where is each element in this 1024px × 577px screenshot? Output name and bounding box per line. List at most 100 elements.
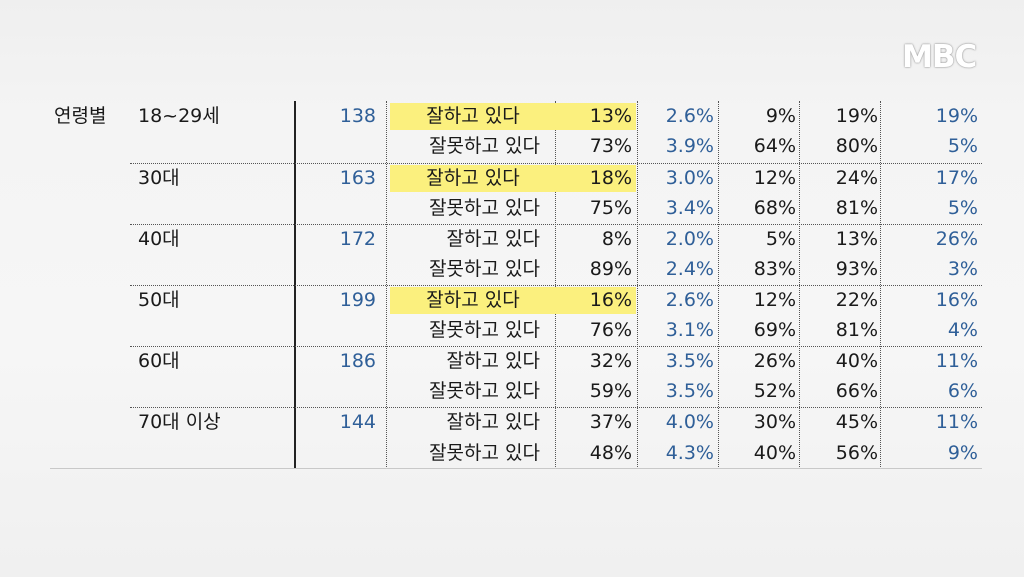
table-row: 70대 이상 144 잘하고 있다 37% 4.0% 30% 45% 11%: [0, 407, 1024, 437]
percentage-value: 89%: [589, 258, 632, 280]
lower-bound-value: 12%: [753, 289, 796, 311]
percentage-value: 73%: [589, 135, 632, 157]
answer-label: 잘못하고 있다: [429, 380, 540, 402]
sample-size: 172: [339, 228, 376, 250]
lower-bound-value: 26%: [753, 350, 796, 372]
highlight-band: [390, 287, 636, 314]
upper-bound-value: 45%: [835, 411, 878, 433]
age-group-label: 60대: [138, 350, 180, 372]
margin-of-error-value: 3.0%: [665, 167, 714, 189]
lower-bound-value: 69%: [753, 319, 796, 341]
percentage-value: 32%: [589, 350, 632, 372]
no-answer-value: 26%: [935, 228, 978, 250]
age-group-label: 50대: [138, 289, 180, 311]
answer-label: 잘하고 있다: [446, 411, 540, 433]
lower-bound-value: 5%: [765, 228, 796, 250]
age-group-label: 18~29세: [138, 105, 220, 127]
percentage-value: 16%: [589, 289, 632, 311]
no-answer-value: 16%: [935, 289, 978, 311]
table-row: 50대 199 잘하고 있다 16% 2.6% 12% 22% 16%: [0, 285, 1024, 315]
no-answer-value: 6%: [947, 380, 978, 402]
answer-label: 잘하고 있다: [446, 228, 540, 250]
table-row: 잘못하고 있다 76% 3.1% 69% 81% 4%: [0, 315, 1024, 345]
upper-bound-value: 81%: [835, 319, 878, 341]
percentage-value: 13%: [589, 105, 632, 127]
table-row: 잘못하고 있다 59% 3.5% 52% 66% 6%: [0, 376, 1024, 406]
table-row: 18~29세 138 잘하고 있다 13% 2.6% 9% 19% 19%: [0, 101, 1024, 131]
age-group-label: 70대 이상: [138, 411, 221, 433]
table-row: 잘못하고 있다 73% 3.9% 64% 80% 5%: [0, 131, 1024, 161]
upper-bound-value: 40%: [835, 350, 878, 372]
group-separator: [130, 224, 982, 225]
highlight-band: [390, 165, 636, 192]
sample-size: 163: [339, 167, 376, 189]
percentage-value: 37%: [589, 411, 632, 433]
percentage-value: 18%: [589, 167, 632, 189]
margin-of-error-value: 2.6%: [665, 289, 714, 311]
table-bottom-rule: [50, 468, 982, 469]
margin-of-error-value: 3.5%: [665, 380, 714, 402]
upper-bound-value: 56%: [835, 442, 878, 464]
group-separator: [130, 285, 982, 286]
answer-label: 잘못하고 있다: [429, 135, 540, 157]
margin-of-error-value: 3.4%: [665, 197, 714, 219]
sample-size: 199: [339, 289, 376, 311]
upper-bound-value: 24%: [835, 167, 878, 189]
margin-of-error-value: 2.4%: [665, 258, 714, 280]
upper-bound-value: 19%: [835, 105, 878, 127]
age-group-label: 40대: [138, 228, 180, 250]
margin-of-error-value: 2.6%: [665, 105, 714, 127]
lower-bound-value: 12%: [753, 167, 796, 189]
sample-size: 138: [339, 105, 376, 127]
table-row: 60대 186 잘하고 있다 32% 3.5% 26% 40% 11%: [0, 346, 1024, 376]
upper-bound-value: 13%: [835, 228, 878, 250]
upper-bound-value: 93%: [835, 258, 878, 280]
lower-bound-value: 52%: [753, 380, 796, 402]
answer-label: 잘하고 있다: [426, 167, 520, 189]
upper-bound-value: 66%: [835, 380, 878, 402]
category-label: 연령별: [54, 105, 107, 127]
answer-label: 잘하고 있다: [426, 105, 520, 127]
answer-label: 잘하고 있다: [446, 350, 540, 372]
group-separator: [130, 346, 982, 347]
lower-bound-value: 40%: [753, 442, 796, 464]
table-row: 40대 172 잘하고 있다 8% 2.0% 5% 13% 26%: [0, 224, 1024, 254]
answer-label: 잘하고 있다: [426, 289, 520, 311]
upper-bound-value: 81%: [835, 197, 878, 219]
answer-label: 잘못하고 있다: [429, 258, 540, 280]
table-row: 잘못하고 있다 48% 4.3% 40% 56% 9%: [0, 438, 1024, 468]
margin-of-error-value: 3.9%: [665, 135, 714, 157]
lower-bound-value: 83%: [753, 258, 796, 280]
highlight-band: [390, 103, 636, 130]
percentage-value: 76%: [589, 319, 632, 341]
lower-bound-value: 64%: [753, 135, 796, 157]
no-answer-value: 17%: [935, 167, 978, 189]
lower-bound-value: 9%: [765, 105, 796, 127]
upper-bound-value: 22%: [835, 289, 878, 311]
table-row: 30대 163 잘하고 있다 18% 3.0% 12% 24% 17%: [0, 163, 1024, 193]
broadcaster-logo: MBC: [902, 39, 977, 75]
answer-label: 잘못하고 있다: [429, 319, 540, 341]
no-answer-value: 3%: [947, 258, 978, 280]
age-group-label: 30대: [138, 167, 180, 189]
no-answer-value: 9%: [947, 442, 978, 464]
margin-of-error-value: 4.0%: [665, 411, 714, 433]
lower-bound-value: 30%: [753, 411, 796, 433]
no-answer-value: 5%: [947, 135, 978, 157]
percentage-value: 59%: [589, 380, 632, 402]
margin-of-error-value: 3.5%: [665, 350, 714, 372]
lower-bound-value: 68%: [753, 197, 796, 219]
table-row: 잘못하고 있다 75% 3.4% 68% 81% 5%: [0, 193, 1024, 223]
no-answer-value: 19%: [935, 105, 978, 127]
margin-of-error-value: 2.0%: [665, 228, 714, 250]
sample-size: 144: [339, 411, 376, 433]
percentage-value: 48%: [589, 442, 632, 464]
table-row: 잘못하고 있다 89% 2.4% 83% 93% 3%: [0, 254, 1024, 284]
answer-label: 잘못하고 있다: [429, 197, 540, 219]
group-separator: [130, 407, 982, 408]
margin-of-error-value: 4.3%: [665, 442, 714, 464]
upper-bound-value: 80%: [835, 135, 878, 157]
percentage-value: 8%: [601, 228, 632, 250]
answer-label: 잘못하고 있다: [429, 442, 540, 464]
